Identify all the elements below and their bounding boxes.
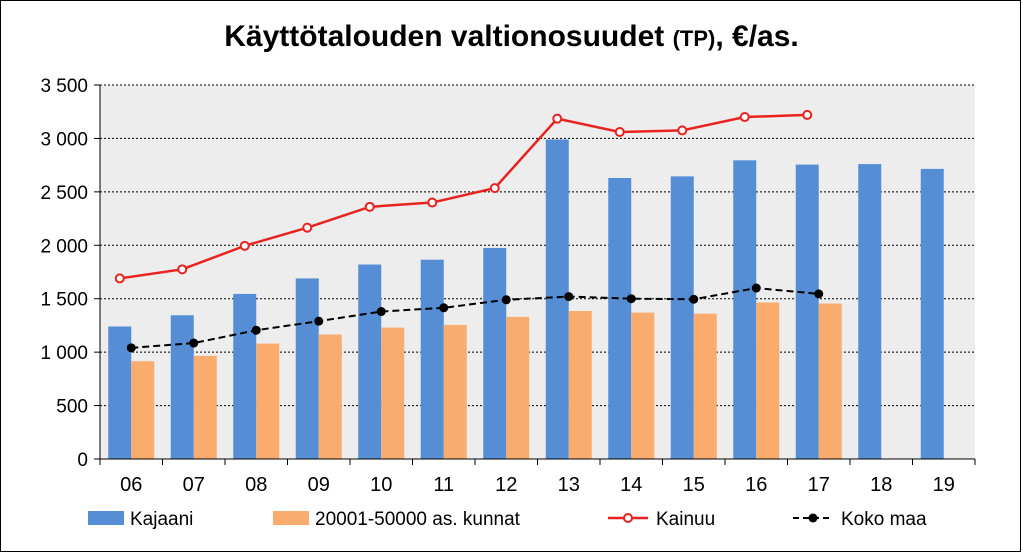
chart-title-suffix: , €/as. [715, 20, 799, 53]
point-koko-maa [814, 289, 824, 299]
bar-kunnat [818, 303, 842, 459]
point-kainuu [552, 113, 563, 124]
bars-layer [108, 139, 944, 460]
point-kainuu [614, 127, 625, 138]
x-tick-label: 16 [745, 474, 767, 496]
bar-kajaani [858, 164, 882, 459]
bar-kunnat [443, 324, 467, 459]
legend-label: Kajaani [130, 509, 193, 530]
bar-kajaani [358, 264, 382, 459]
bar-kajaani [795, 164, 819, 459]
legend-swatch [88, 511, 124, 525]
chart-title-small: (TP) [672, 26, 716, 51]
point-kainuu [239, 240, 250, 251]
x-tick-label: 09 [308, 474, 330, 496]
y-tick-label: 2 000 [40, 236, 88, 257]
legend-swatch [273, 511, 309, 525]
x-tick-label: 17 [808, 474, 830, 496]
bar-kunnat [568, 311, 592, 459]
bar-kunnat [193, 355, 217, 459]
x-tick-label: 10 [370, 474, 392, 496]
series-line-koko-maa [131, 287, 819, 349]
legend-label: Koko maa [841, 509, 927, 530]
x-tick-label: 14 [620, 474, 642, 496]
point-kainuu [739, 112, 750, 123]
legend-marker [808, 513, 818, 523]
point-koko-maa [189, 338, 199, 348]
chart-title: Käyttötalouden valtionosuudet (TP), €/as… [0, 20, 1023, 54]
point-kainuu [114, 273, 125, 284]
y-tick-label: 0 [77, 450, 88, 471]
point-koko-maa [251, 325, 261, 335]
x-tick-label: 18 [870, 474, 892, 496]
point-kainuu [677, 125, 688, 136]
bar-kajaani [233, 293, 257, 459]
y-tick-label: 500 [56, 397, 88, 418]
bar-kajaani [108, 326, 132, 459]
point-koko-maa [126, 343, 136, 353]
y-tick-label: 2 500 [40, 183, 88, 204]
bar-kajaani [920, 168, 944, 459]
x-tick-label: 07 [183, 474, 205, 496]
bar-kunnat [381, 327, 405, 459]
axes-layer: 0 500 1 000 1 500 2 000 2 500 3 000 3 500 06 07 08… [40, 76, 976, 496]
bar-kunnat [131, 361, 155, 459]
point-koko-maa [376, 307, 386, 317]
bar-kunnat [756, 302, 780, 459]
bar-kajaani [608, 177, 632, 460]
point-kainuu [489, 183, 500, 194]
bar-kunnat [631, 312, 655, 459]
bar-kajaani [545, 139, 569, 460]
bar-kajaani [295, 278, 319, 459]
point-koko-maa [439, 303, 449, 313]
x-tick-label: 08 [245, 474, 267, 496]
point-koko-maa [564, 292, 574, 302]
y-tick-label: 3 000 [40, 129, 88, 150]
point-kainuu [364, 201, 375, 212]
y-tick-label: 1 500 [40, 290, 88, 311]
series-line-kainuu [119, 113, 808, 280]
bar-kajaani [483, 247, 507, 459]
legend-label: Kainuu [656, 509, 715, 530]
bar-kajaani [170, 315, 194, 459]
legend-marker [623, 513, 633, 523]
point-kainuu [177, 264, 188, 275]
bar-kunnat [318, 334, 342, 459]
point-koko-maa [689, 294, 699, 304]
x-tick-label: 12 [495, 474, 517, 496]
x-tick-label: 06 [120, 474, 142, 496]
point-koko-maa [314, 316, 324, 326]
point-kainuu [802, 109, 813, 120]
bar-kunnat [693, 313, 717, 459]
legend-label: 20001-50000 as. kunnat [315, 509, 521, 530]
point-kainuu [427, 197, 438, 208]
x-tick-label: 11 [433, 474, 454, 496]
bar-kajaani [733, 160, 757, 459]
chart-title-main: Käyttötalouden valtionosuudet [224, 20, 665, 53]
legend: Kajaani 20001-50000 as. kunnat Kainuu Koko … [88, 509, 927, 530]
point-koko-maa [751, 283, 761, 293]
point-koko-maa [501, 295, 511, 305]
x-tick-label: 13 [558, 474, 580, 496]
bar-kunnat [256, 343, 280, 459]
x-tick-label: 19 [933, 474, 955, 496]
bar-kajaani [670, 176, 694, 459]
bar-kajaani [420, 259, 444, 459]
point-koko-maa [626, 294, 636, 304]
y-tick-label: 1 000 [40, 343, 88, 364]
x-tick-label: 15 [683, 474, 705, 496]
y-tick-label: 3 500 [40, 76, 88, 97]
lines-layer [114, 109, 824, 353]
point-kainuu [302, 222, 313, 233]
bar-kunnat [506, 316, 530, 459]
